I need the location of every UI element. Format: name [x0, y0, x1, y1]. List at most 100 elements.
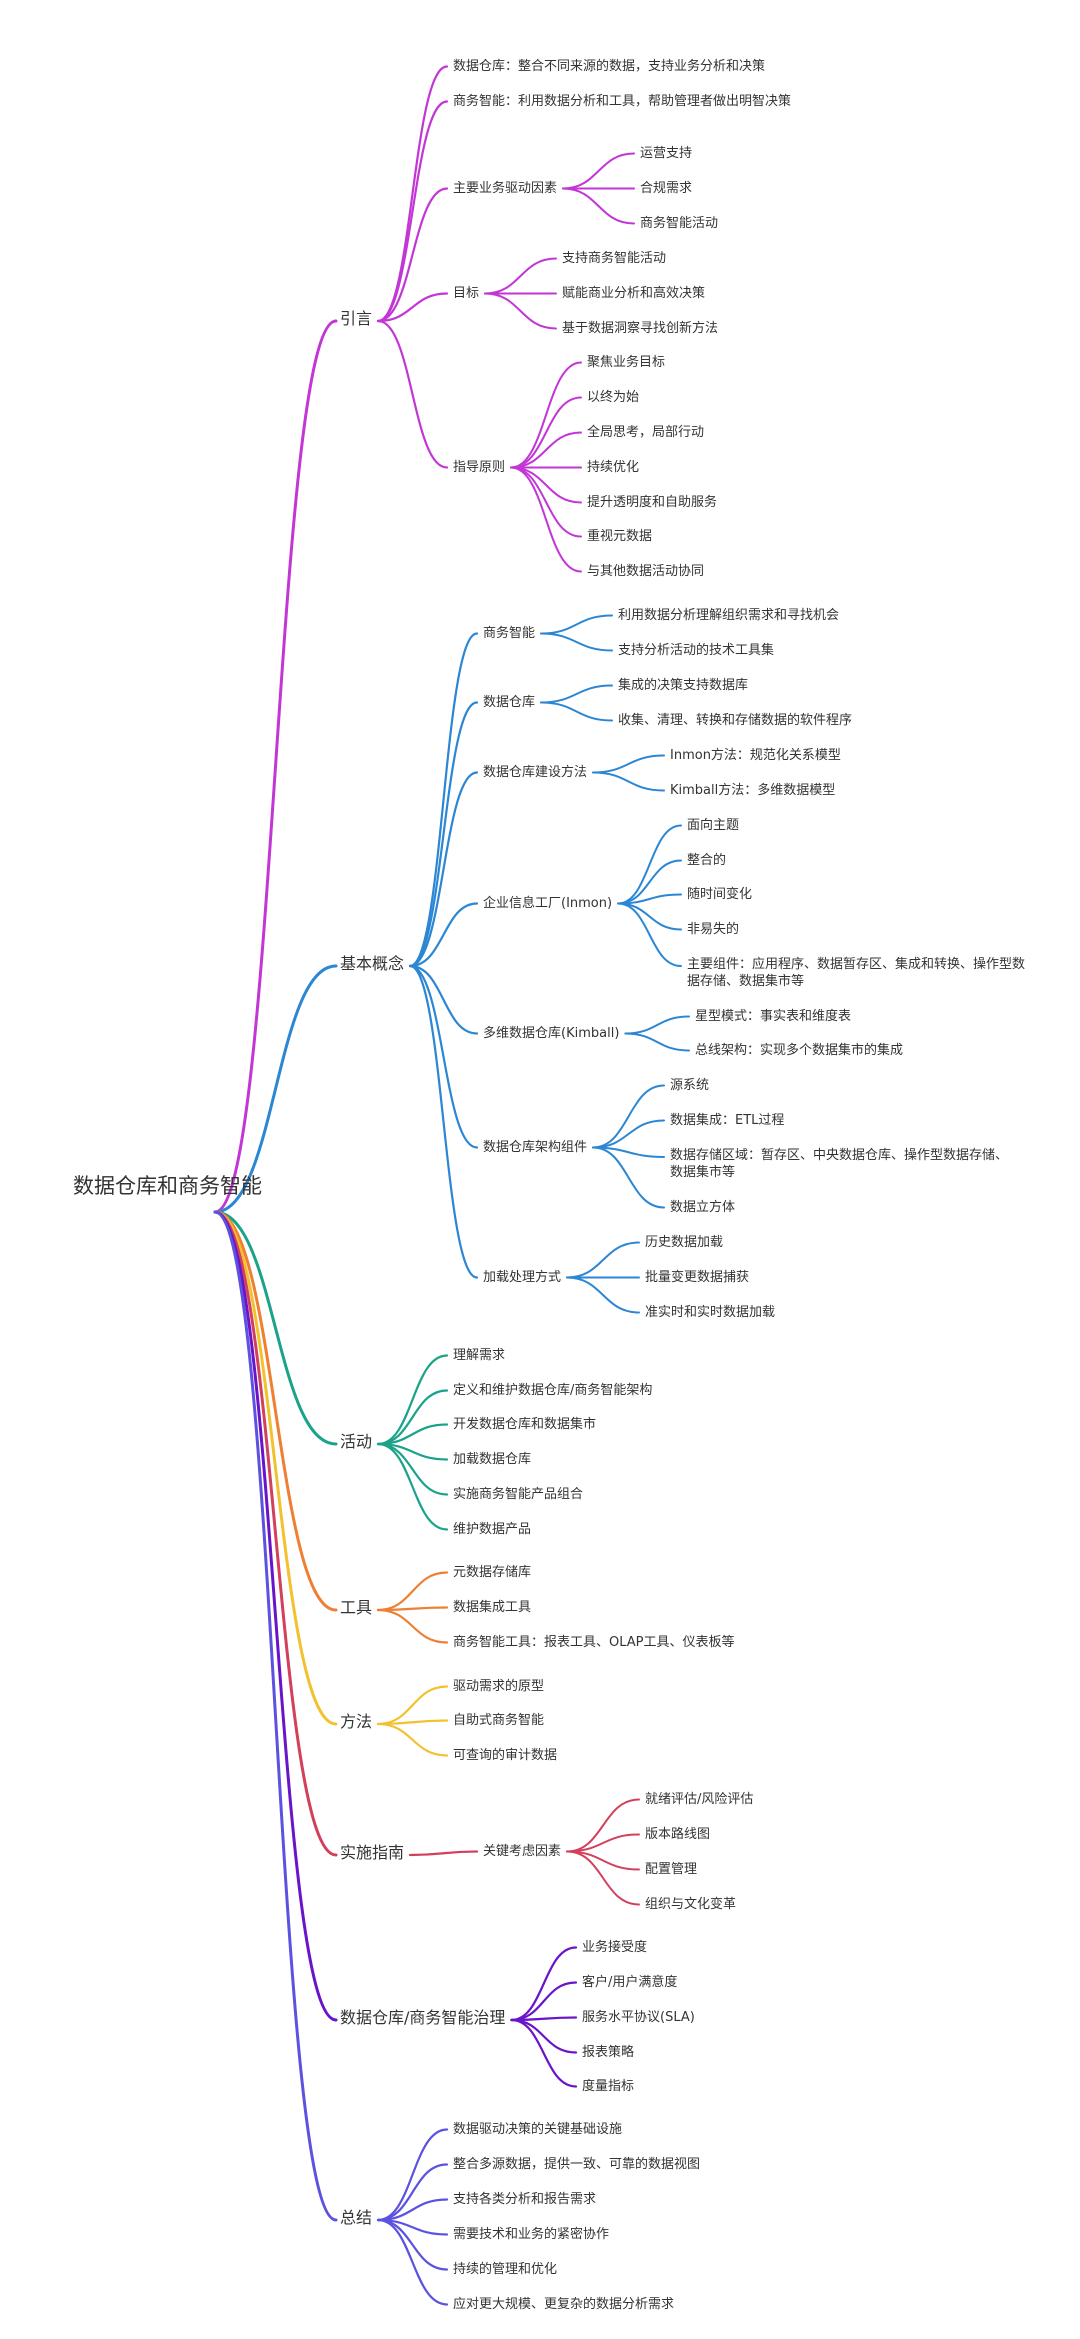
principle-collaboration[interactable]: 与其他数据活动协同: [587, 564, 705, 579]
connector-b6c0: [510, 1946, 578, 2022]
connector-b2c1: [376, 1389, 449, 1446]
cif-main-components[interactable]: 主要组件：应用程序、数据暂存区、集成和转换、操作型数据存储、数据集市等: [687, 957, 1026, 989]
concept-dimensional-kimball[interactable]: 多维数据仓库(Kimball): [483, 1026, 620, 1041]
method-auditable-data[interactable]: 可查询的审计数据: [453, 1748, 558, 1763]
driver-compliance[interactable]: 合规需求: [640, 181, 693, 196]
connector-b0c4b: [510, 396, 582, 469]
intro-goals[interactable]: 目标: [453, 286, 480, 301]
arch-data-integration-etl[interactable]: 数据集成：ETL过程: [670, 1113, 785, 1128]
summary-larger-scale[interactable]: 应对更大规模、更复杂的数据分析需求: [453, 2297, 675, 2312]
concept-load-processing[interactable]: 加载处理方式: [483, 1270, 562, 1285]
driver-operations-support[interactable]: 运营支持: [640, 146, 693, 161]
driver-bi-activities[interactable]: 商务智能活动: [640, 216, 719, 231]
consider-release-roadmap[interactable]: 版本路线图: [645, 1827, 711, 1842]
governance-sla[interactable]: 服务水平协议(SLA): [582, 2010, 695, 2025]
kimball-star-schema[interactable]: 星型模式：事实表和维度表: [695, 1009, 852, 1024]
summary-collaboration[interactable]: 需要技术和业务的紧密协作: [453, 2227, 610, 2242]
consider-readiness-risk[interactable]: 就绪评估/风险评估: [645, 1792, 754, 1807]
connector-b1c4: [408, 964, 479, 1035]
connector-b6c1: [510, 1981, 578, 2022]
principle-business-goals[interactable]: 聚焦业务目标: [587, 355, 666, 370]
intro-business-drivers[interactable]: 主要业务驱动因素: [453, 181, 558, 196]
cif-subject-oriented[interactable]: 面向主题: [687, 818, 740, 833]
branch-tools[interactable]: 工具: [340, 1598, 373, 1617]
principle-transparency[interactable]: 提升透明度和自助服务: [587, 495, 718, 510]
summary-integrate-sources[interactable]: 整合多源数据，提供一致、可靠的数据视图: [453, 2157, 701, 2172]
activity-develop-dw[interactable]: 开发数据仓库和数据集市: [453, 1417, 597, 1432]
connector-b1c2: [408, 771, 479, 968]
guide-key-considerations[interactable]: 关键考虑因素: [483, 1844, 562, 1859]
method-self-service-bi[interactable]: 自助式商务智能: [453, 1713, 545, 1728]
concept-kimball-method[interactable]: Kimball方法：多维数据模型: [670, 783, 836, 798]
branch-methods[interactable]: 方法: [340, 1712, 373, 1731]
connector-b0c2a: [562, 152, 635, 190]
connector-b6: [213, 1210, 338, 2022]
concept-bi[interactable]: 商务智能: [483, 626, 536, 641]
concept-cif-inmon[interactable]: 企业信息工厂(Inmon): [483, 896, 613, 911]
intro-data-warehouse-definition[interactable]: 数据仓库：整合不同来源的数据，支持业务分析和决策: [453, 59, 766, 74]
concept-dw-build-methods[interactable]: 数据仓库建设方法: [483, 765, 588, 780]
principle-think-globally[interactable]: 全局思考，局部行动: [587, 425, 705, 440]
concept-bi-toolset[interactable]: 支持分析活动的技术工具集: [618, 643, 775, 658]
connector-b1c5b: [592, 1119, 665, 1149]
concept-inmon-method[interactable]: Inmon方法：规范化关系模型: [670, 748, 841, 763]
tool-data-integration[interactable]: 数据集成工具: [453, 1600, 532, 1615]
cif-time-variant[interactable]: 随时间变化: [687, 887, 753, 902]
tool-metadata-repository[interactable]: 元数据存储库: [453, 1565, 532, 1580]
connector-b1c3: [408, 902, 479, 968]
concept-data-warehouse[interactable]: 数据仓库: [483, 695, 536, 710]
activity-load-dw[interactable]: 加载数据仓库: [453, 1452, 532, 1467]
connector-b2: [213, 1210, 338, 1446]
branch-implementation-guide[interactable]: 实施指南: [340, 1843, 405, 1862]
governance-business-acceptance[interactable]: 业务接受度: [582, 1940, 648, 1955]
root-node[interactable]: 数据仓库和商务智能: [73, 1174, 262, 1198]
principle-end-in-mind[interactable]: 以终为始: [587, 390, 640, 405]
governance-reporting-strategy[interactable]: 报表策略: [582, 2045, 635, 2060]
arch-data-storage-areas[interactable]: 数据存储区域：暂存区、中央数据仓库、操作型数据存储、数据集市等: [670, 1148, 1009, 1180]
principle-metadata[interactable]: 重视元数据: [587, 529, 653, 544]
consider-org-culture-change[interactable]: 组织与文化变革: [645, 1897, 737, 1912]
summary-key-infrastructure[interactable]: 数据驱动决策的关键基础设施: [453, 2122, 623, 2137]
concept-dw-architecture-components[interactable]: 数据仓库架构组件: [483, 1140, 588, 1155]
branch-summary[interactable]: 总结: [340, 2208, 373, 2227]
intro-bi-definition[interactable]: 商务智能：利用数据分析和工具，帮助管理者做出明智决策: [453, 94, 792, 109]
branch-intro[interactable]: 引言: [340, 309, 373, 328]
cif-non-volatile[interactable]: 非易失的: [687, 922, 740, 937]
branch-activities[interactable]: 活动: [340, 1432, 373, 1451]
activity-define-architecture[interactable]: 定义和维护数据仓库/商务智能架构: [453, 1383, 653, 1398]
connector-b6c3: [510, 2018, 578, 2054]
activity-maintain-data-products[interactable]: 维护数据产品: [453, 1522, 532, 1537]
intro-guiding-principles[interactable]: 指导原则: [453, 460, 506, 475]
arch-data-cube[interactable]: 数据立方体: [670, 1200, 736, 1215]
activity-understand-requirements[interactable]: 理解需求: [453, 1348, 506, 1363]
goal-support-bi[interactable]: 支持商务智能活动: [562, 251, 667, 266]
cif-integrated[interactable]: 整合的: [687, 853, 727, 868]
method-prototyping[interactable]: 驱动需求的原型: [453, 1679, 545, 1694]
kimball-bus-architecture[interactable]: 总线架构：实现多个数据集市的集成: [695, 1043, 904, 1058]
connector-b1c1b: [540, 701, 613, 722]
concept-bi-understand-needs[interactable]: 利用数据分析理解组织需求和寻找机会: [618, 608, 840, 623]
arch-source-systems[interactable]: 源系统: [670, 1078, 710, 1093]
summary-support-analysis[interactable]: 支持各类分析和报告需求: [453, 2192, 597, 2207]
branch-basic-concepts[interactable]: 基本概念: [340, 954, 405, 973]
activity-implement-bi-portfolio[interactable]: 实施商务智能产品组合: [453, 1487, 584, 1502]
principle-continuous-improvement[interactable]: 持续优化: [587, 460, 640, 475]
branch-governance[interactable]: 数据仓库/商务智能治理: [340, 2008, 506, 2027]
connector-b0: [213, 319, 338, 1214]
tool-bi-tools[interactable]: 商务智能工具：报表工具、OLAP工具、仪表板等: [453, 1635, 735, 1650]
connector-b4: [213, 1210, 338, 1726]
goal-enable-analysis[interactable]: 赋能商业分析和高效决策: [562, 286, 706, 301]
load-near-realtime[interactable]: 准实时和实时数据加载: [645, 1305, 776, 1320]
connector-b0c3: [376, 292, 449, 323]
load-batch-cdc[interactable]: 批量变更数据捕获: [645, 1270, 750, 1285]
load-historical[interactable]: 历史数据加载: [645, 1235, 724, 1250]
governance-metrics[interactable]: 度量指标: [582, 2079, 635, 2094]
goal-innovation[interactable]: 基于数据洞察寻找创新方法: [562, 321, 719, 336]
summary-continuous-management[interactable]: 持续的管理和优化: [453, 2262, 558, 2277]
consider-config-management[interactable]: 配置管理: [645, 1862, 698, 1877]
concept-dw-software[interactable]: 收集、清理、转换和存储数据的软件程序: [618, 713, 853, 728]
connector-b1c4a: [624, 1015, 690, 1035]
governance-customer-satisfaction[interactable]: 客户/用户满意度: [582, 1975, 678, 1990]
concept-dw-integrated-db[interactable]: 集成的决策支持数据库: [618, 678, 749, 693]
